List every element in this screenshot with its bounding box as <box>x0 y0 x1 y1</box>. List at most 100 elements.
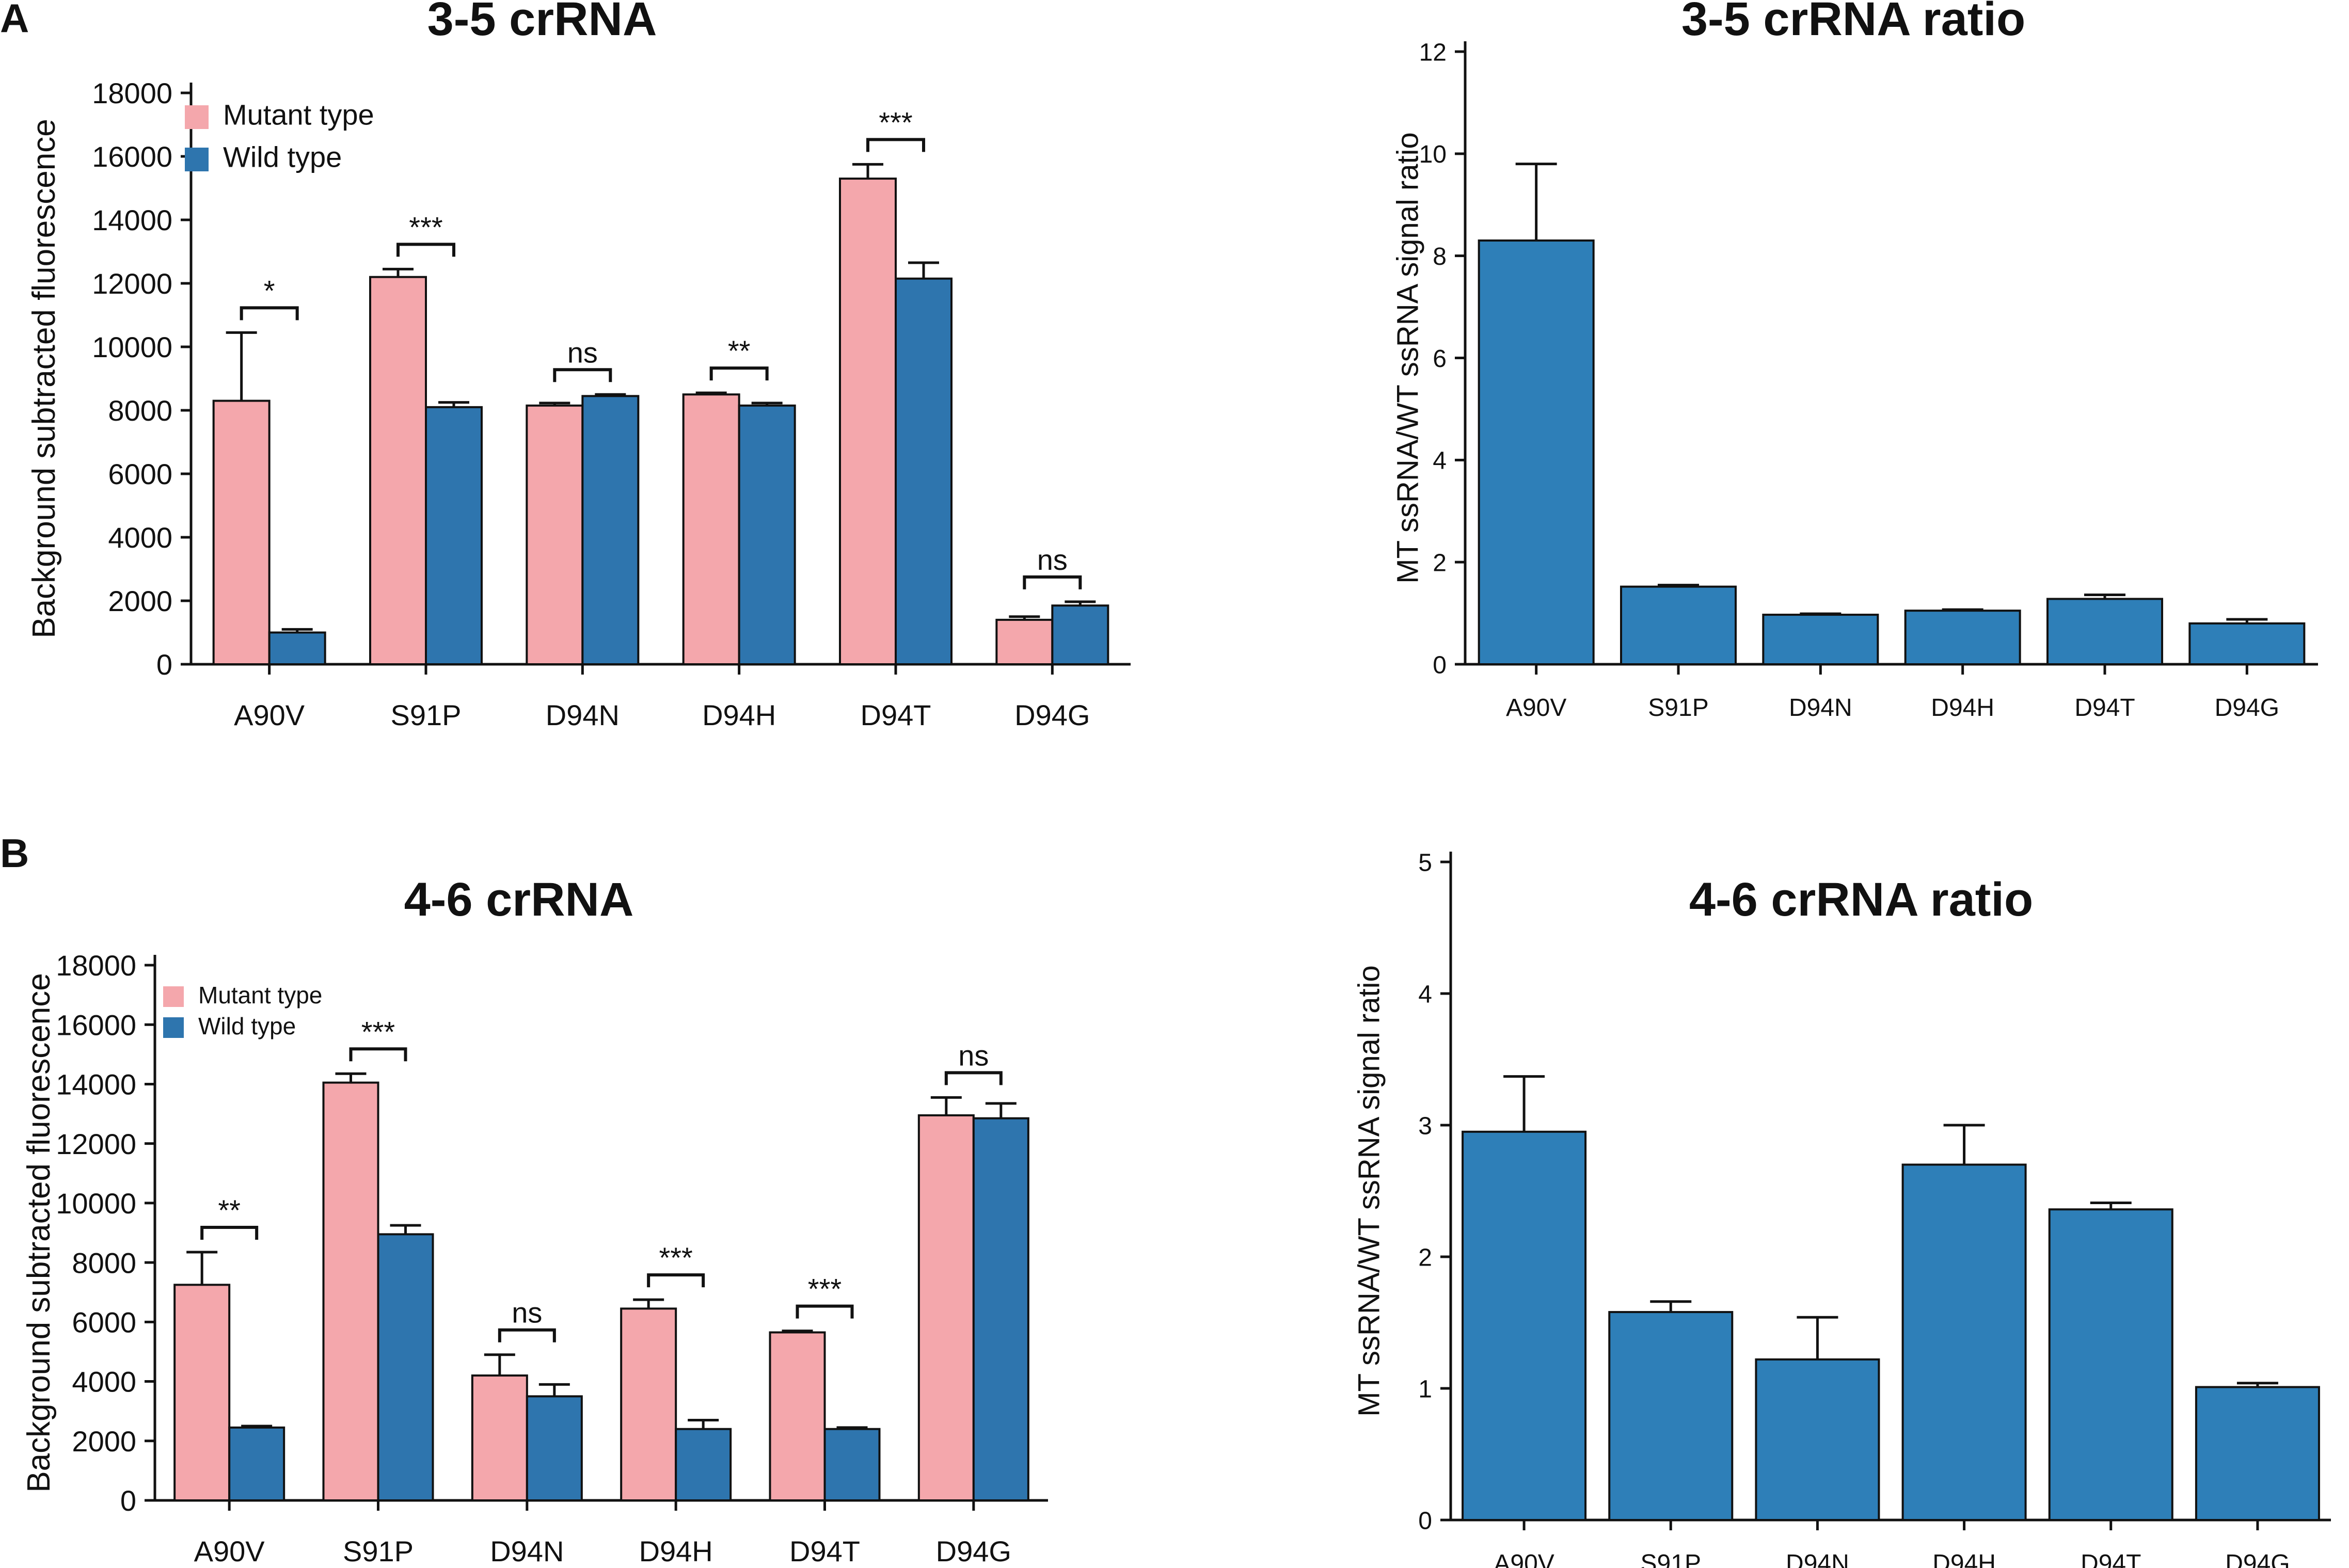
bar-mutant-type-d94n <box>471 1374 528 1502</box>
chart-4-6-crrna-ratio: 4-6 crRNA ratio MT ssRNA/WT ssRNA signal … <box>1353 849 2331 1568</box>
x-tick-label: A90V <box>234 699 305 731</box>
y-axis-title: MT ssRNA/WT ssRNA signal ratio <box>1391 132 1425 583</box>
legend-swatch <box>185 148 209 171</box>
x-tick-label: S91P <box>1648 694 1708 722</box>
bar-mt-wt-ratio-d94h <box>1904 610 2021 665</box>
bar-wild-type-d94n <box>526 1395 583 1501</box>
x-tick-label: D94N <box>1789 694 1852 722</box>
significance-bracket <box>553 368 612 382</box>
y-tick-label: 12000 <box>92 267 172 300</box>
significance-bracket <box>349 1047 407 1062</box>
x-tick-label: D94H <box>639 1535 713 1567</box>
y-tick-label: 8 <box>1433 243 1447 270</box>
x-tick-label: D94N <box>1786 1550 1849 1568</box>
bar-mutant-type-d94h <box>682 393 740 665</box>
bar-mt-wt-ratio-a90v <box>1462 1130 1587 1521</box>
legend-swatch <box>185 105 209 129</box>
significance-bracket <box>1023 575 1082 589</box>
bar-mutant-type-a90v <box>173 1284 231 1501</box>
y-tick-label: 14000 <box>92 204 172 236</box>
bar-wild-type-a90v <box>268 631 326 665</box>
significance-bracket <box>944 1071 1003 1085</box>
x-tick-label: D94T <box>2081 1550 2141 1568</box>
y-axis-title: Background subtracted fluorescence <box>26 119 62 638</box>
bar-mt-wt-ratio-d94t <box>2046 598 2163 666</box>
bar-mutant-type-d94t <box>839 178 897 665</box>
bar-mt-wt-ratio-d94g <box>2188 622 2306 666</box>
y-tick-label: 6 <box>1433 345 1447 373</box>
significance-label: ** <box>728 334 751 367</box>
bar-mt-wt-ratio-d94g <box>2195 1386 2320 1521</box>
x-tick-label: S91P <box>343 1535 414 1567</box>
bar-wild-type-d94n <box>581 395 640 665</box>
bar-wild-type-s91p <box>377 1233 434 1502</box>
y-tick-label: 18000 <box>92 77 172 109</box>
x-tick-label: A90V <box>1494 1550 1554 1568</box>
y-tick-label: 2000 <box>108 585 172 617</box>
x-tick-label: D94H <box>1931 694 1994 722</box>
y-tick-label: 10000 <box>92 331 172 363</box>
bar-mt-wt-ratio-a90v <box>1478 239 1595 666</box>
bar-mt-wt-ratio-d94t <box>2048 1208 2173 1521</box>
panel-label-b: B <box>0 830 29 876</box>
x-tick-label: S91P <box>391 699 462 731</box>
bar-mutant-type-d94g <box>917 1114 975 1501</box>
x-tick-label: D94G <box>2215 694 2279 722</box>
significance-label: ns <box>567 336 598 369</box>
y-tick-label: 4000 <box>108 521 172 554</box>
x-tick-label: S91P <box>1641 1550 1701 1568</box>
significance-bracket <box>866 138 925 152</box>
y-tick-label: 18000 <box>56 949 136 982</box>
x-tick-label: D94G <box>936 1535 1011 1567</box>
bar-mutant-type-d94h <box>620 1307 677 1502</box>
significance-bracket <box>647 1273 705 1288</box>
chart-title: 4-6 crRNA ratio <box>1689 873 2033 926</box>
bar-mutant-type-d94t <box>769 1331 826 1502</box>
legend-label: Wild type <box>223 141 342 173</box>
y-tick-label: 2000 <box>72 1425 136 1458</box>
significance-bracket <box>796 1304 854 1319</box>
x-tick-label: D94N <box>490 1535 564 1567</box>
significance-label: *** <box>659 1241 692 1274</box>
y-tick-label: 10 <box>1419 141 1447 168</box>
bar-wild-type-s91p <box>425 406 483 665</box>
y-tick-label: 6000 <box>108 458 172 490</box>
legend-swatch <box>163 1017 184 1038</box>
y-tick-label: 12 <box>1419 39 1447 66</box>
bar-wild-type-d94h <box>675 1428 732 1502</box>
significance-bracket <box>498 1328 556 1342</box>
significance-bracket <box>709 366 769 381</box>
legend-label: Mutant type <box>198 982 322 1009</box>
bar-wild-type-d94g <box>972 1117 1029 1502</box>
chart-title: 3-5 crRNA ratio <box>1681 0 2025 45</box>
y-tick-label: 8000 <box>108 394 172 427</box>
bar-wild-type-d94h <box>738 404 796 666</box>
significance-label: ns <box>512 1297 542 1329</box>
y-tick-label: 10000 <box>56 1187 136 1220</box>
significance-label: ns <box>958 1039 989 1071</box>
y-tick-label: 2 <box>1418 1244 1432 1271</box>
bar-mt-wt-ratio-s91p <box>1608 1311 1734 1522</box>
y-tick-label: 3 <box>1418 1112 1432 1140</box>
significance-label: ns <box>1037 543 1068 576</box>
y-tick-label: 12000 <box>56 1128 136 1160</box>
legend-swatch <box>163 986 184 1007</box>
bar-wild-type-d94g <box>1051 604 1109 665</box>
y-tick-label: 4 <box>1418 981 1432 1008</box>
y-tick-label: 8000 <box>72 1246 136 1279</box>
chart-3-5-crrna-ratio: 3-5 crRNA ratio MT ssRNA/WT ssRNA signal … <box>1391 0 2318 722</box>
x-tick-label: D94H <box>1932 1550 1996 1568</box>
y-tick-label: 16000 <box>92 140 172 173</box>
y-tick-label: 0 <box>156 648 172 681</box>
y-tick-label: 4 <box>1433 447 1447 475</box>
y-tick-label: 0 <box>1418 1507 1432 1534</box>
significance-bracket <box>200 1225 259 1240</box>
x-tick-label: D94H <box>702 699 776 731</box>
x-tick-label: D94N <box>546 699 620 731</box>
significance-bracket <box>396 243 455 257</box>
significance-bracket <box>240 306 299 321</box>
y-tick-label: 14000 <box>56 1068 136 1101</box>
y-tick-label: 5 <box>1418 849 1432 876</box>
chart-4-6-crrna: 4-6 crRNA Background subtracted fluoresce… <box>21 873 1048 1567</box>
